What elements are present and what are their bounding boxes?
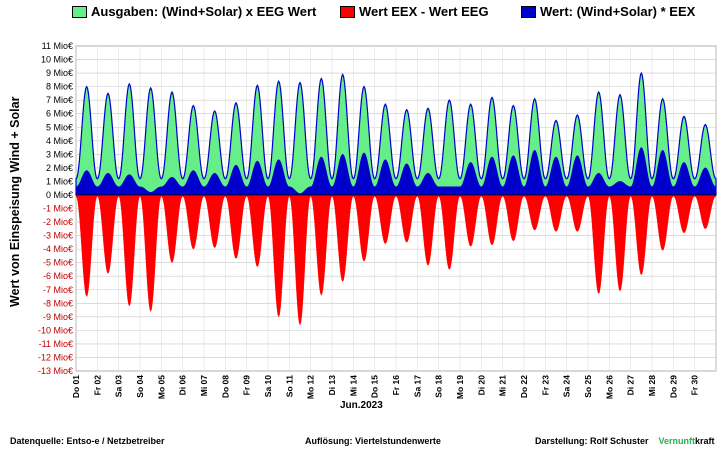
legend-item-eeg-ausgaben: Ausgaben: (Wind+Solar) x EEG Wert (72, 4, 316, 19)
x-tick-label: Sa 24 (562, 375, 572, 397)
x-tick-label: Di 27 (626, 375, 636, 396)
brand-vernunft: Vernunft (658, 436, 696, 446)
y-tick-label: -2 Mio€ (43, 217, 73, 227)
legend-label: Ausgaben: (Wind+Solar) x EEG Wert (91, 4, 317, 19)
y-tick-label: -3 Mio€ (43, 231, 73, 241)
footer-author-text: Darstellung: Rolf Schuster (535, 436, 649, 446)
footer-author: Darstellung: Rolf Schuster Vernunftkraft (535, 436, 715, 446)
y-tick-label: 7 Mio€ (46, 95, 73, 105)
brand-kraft: kraft (695, 436, 715, 446)
y-tick-label: 2 Mio€ (46, 163, 73, 173)
y-tick-label: 8 Mio€ (46, 82, 73, 92)
y-tick-label: -13 Mio€ (38, 366, 73, 376)
x-tick-label: Do 08 (220, 375, 230, 398)
y-tick-label: 0 Mio€ (46, 190, 73, 200)
x-tick-label: So 25 (583, 375, 593, 398)
y-tick-label: -10 Mio€ (38, 325, 73, 335)
x-tick-labels: Do 01 Fr 02 Sa 03 So 04 Mo 05 Di 06 Mi 07 Do 08… (71, 375, 700, 399)
x-tick-label: Do 29 (668, 375, 678, 398)
y-tick-label: -11 Mio€ (39, 339, 73, 349)
footer-source: Datenquelle: Entso-e / Netzbetreiber (10, 436, 165, 446)
y-tick-label: -6 Mio€ (43, 271, 73, 281)
x-tick-label: Mi 07 (199, 375, 209, 397)
x-tick-label: Fr 16 (391, 375, 401, 396)
x-tick-label: So 18 (434, 375, 444, 398)
x-tick-label: Mi 28 (647, 375, 657, 397)
x-tick-label: Sa 17 (412, 375, 422, 397)
x-tick-label: Di 13 (327, 375, 337, 396)
legend-swatch-green (72, 5, 87, 18)
y-tick-label: -12 Mio€ (38, 352, 73, 362)
x-tick-label: Mo 19 (455, 375, 465, 399)
x-tick-label: Do 01 (71, 375, 81, 398)
x-tick-label: So 04 (135, 375, 145, 398)
x-tick-label: Mo 26 (604, 375, 614, 399)
x-axis-label: Jun.2023 (340, 400, 383, 411)
x-tick-label: Do 15 (370, 375, 380, 398)
legend-label: Wert EEX - Wert EEG (359, 4, 489, 19)
y-tick-label: 10 Mio€ (41, 55, 73, 65)
y-axis-label: Wert von Einspeisung Wind + Solar (8, 96, 22, 307)
x-tick-label: Mi 14 (348, 375, 358, 397)
x-tick-label: Fr 30 (690, 375, 700, 396)
x-tick-label: Sa 10 (263, 375, 273, 397)
y-tick-label: -8 Mio€ (43, 298, 73, 308)
y-tick-label: -4 Mio€ (43, 244, 73, 254)
x-tick-label: Sa 03 (114, 375, 124, 397)
y-tick-labels: 11 Mio€ 10 Mio€ 9 Mio€ 8 Mio€ 7 Mio€ 6 Mio€ 5 … (38, 41, 73, 376)
legend-item-differenz: Wert EEX - Wert EEG (340, 4, 489, 19)
legend-swatch-blue (521, 5, 536, 18)
y-tick-label: -1 Mio€ (43, 204, 73, 214)
footer-resolution: Auflösung: Viertelstundenwerte (305, 436, 441, 446)
y-tick-label: -9 Mio€ (43, 312, 73, 322)
y-tick-label: 11 Mio€ (42, 41, 73, 51)
y-tick-label: 6 Mio€ (46, 109, 73, 119)
legend-swatch-red (340, 5, 355, 18)
y-tick-label: 4 Mio€ (46, 136, 73, 146)
y-tick-label: 9 Mio€ (46, 68, 73, 78)
x-gridlines (75, 46, 717, 371)
x-tick-label: Di 20 (476, 375, 486, 396)
y-tick-label: 5 Mio€ (46, 122, 73, 132)
y-tick-label: -5 Mio€ (43, 258, 73, 268)
x-tick-label: Fr 02 (92, 375, 102, 396)
y-tick-label: 3 Mio€ (46, 149, 73, 159)
x-tick-label: Mo 12 (306, 375, 316, 399)
series-differenz (75, 194, 717, 326)
legend: Ausgaben: (Wind+Solar) x EEG Wert Wert E… (0, 4, 720, 26)
x-tick-label: Di 06 (178, 375, 188, 396)
legend-label: Wert: (Wind+Solar) * EEX (540, 4, 696, 19)
x-tick-label: Fr 09 (242, 375, 252, 396)
x-tick-label: So 11 (284, 375, 294, 397)
series-areas (75, 71, 717, 326)
y-tick-label: 1 Mio€ (46, 176, 73, 186)
x-tick-label: Mi 21 (498, 375, 508, 397)
y-tick-label: -7 Mio€ (43, 285, 73, 295)
x-tick-label: Mo 05 (156, 375, 166, 399)
series-eex-wert (75, 147, 717, 196)
x-tick-label: Do 22 (519, 375, 529, 398)
x-tick-label: Fr 23 (540, 375, 550, 396)
legend-item-eex-wert: Wert: (Wind+Solar) * EEX (521, 4, 695, 19)
